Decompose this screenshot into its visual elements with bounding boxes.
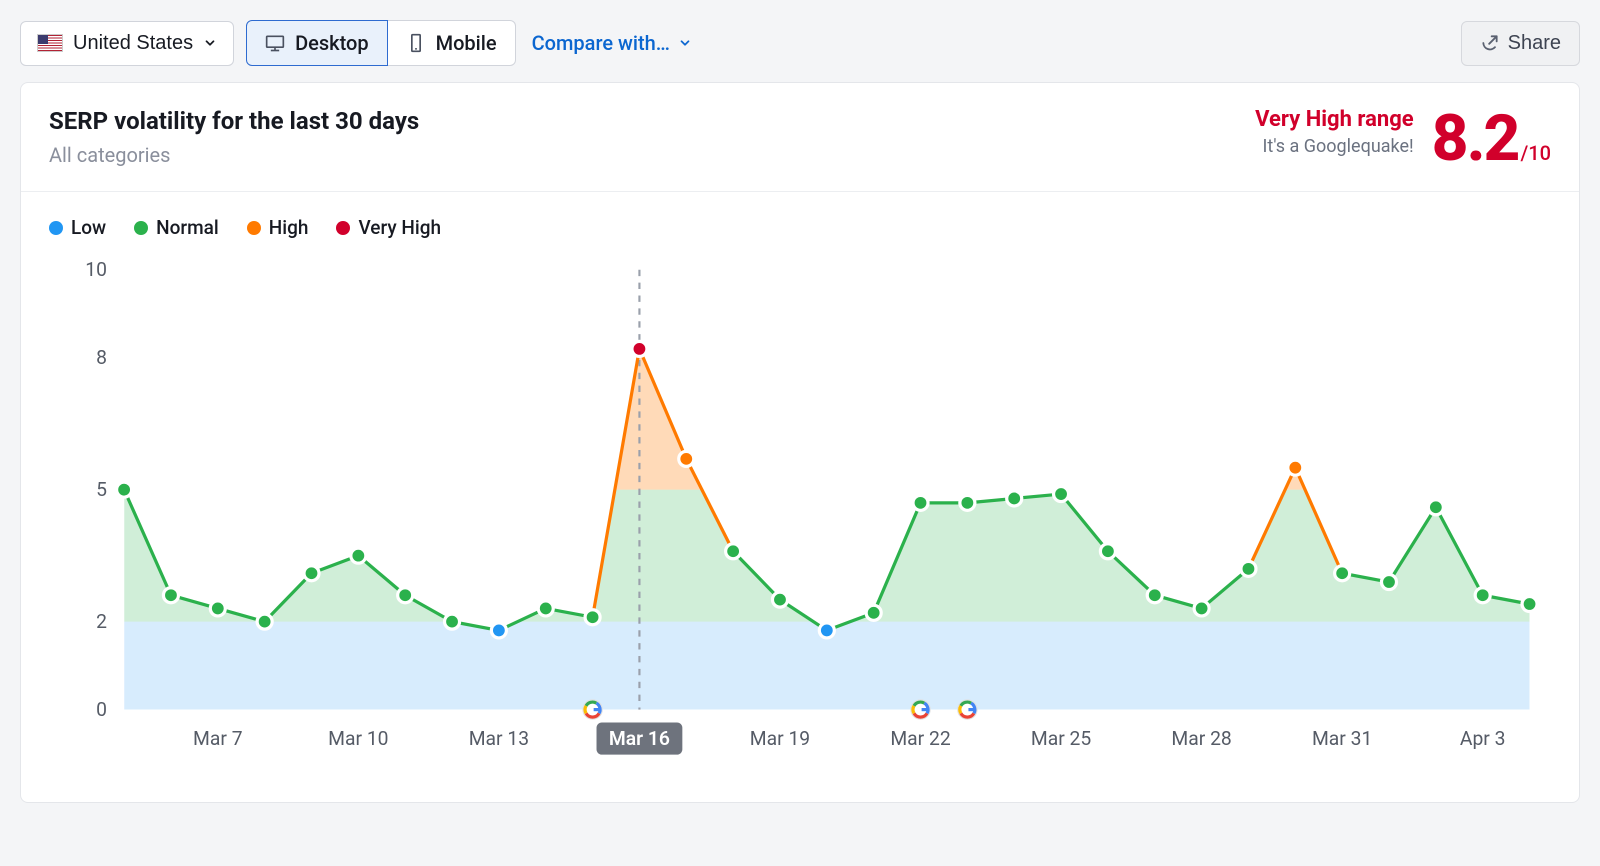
country-label: United States (73, 32, 193, 55)
legend-dot (247, 221, 261, 235)
toolbar: United States Desktop Mobile Compare wit… (20, 20, 1580, 66)
data-point[interactable] (1475, 588, 1490, 603)
data-point[interactable] (1428, 500, 1443, 515)
google-marker-icon (958, 700, 977, 719)
chart-container: 0 2 5 8 10 Mar 7 Mar 10 Mar 13 Mar 16 Mar 19 Mar 2… (21, 251, 1579, 802)
x-tick-label: Mar 13 (469, 727, 529, 750)
data-point[interactable] (1288, 460, 1303, 475)
y-tick-label: 10 (85, 259, 107, 281)
score-max: /10 (1520, 141, 1551, 165)
legend-item[interactable]: High (247, 216, 309, 239)
legend-item[interactable]: Normal (134, 216, 219, 239)
x-tick-label: Apr 3 (1460, 727, 1506, 750)
device-desktop-label: Desktop (295, 31, 369, 55)
data-point[interactable] (445, 614, 460, 629)
legend-label: Low (71, 216, 106, 239)
y-tick-label: 5 (96, 478, 107, 501)
x-tick-label: Mar 28 (1171, 727, 1231, 750)
data-point[interactable] (679, 451, 694, 466)
y-tick-label: 0 (96, 698, 107, 721)
legend-item[interactable]: Low (49, 216, 106, 239)
share-icon (1480, 33, 1500, 53)
google-marker-icon (583, 700, 602, 719)
data-point[interactable] (210, 601, 225, 616)
data-point[interactable] (1522, 597, 1537, 612)
desktop-icon (265, 33, 285, 53)
legend-dot (49, 221, 63, 235)
data-point[interactable] (304, 566, 319, 581)
data-point[interactable] (726, 544, 741, 559)
us-flag-icon (37, 34, 63, 52)
data-point[interactable] (491, 623, 506, 638)
data-point[interactable] (1335, 566, 1350, 581)
data-point[interactable] (398, 588, 413, 603)
card-subtitle: All categories (49, 143, 419, 167)
y-tick-label: 8 (96, 346, 107, 369)
chevron-down-icon (203, 36, 217, 50)
x-tick-label: Mar 31 (1312, 727, 1372, 750)
legend-item[interactable]: Very High (336, 216, 441, 239)
country-select[interactable]: United States (20, 21, 234, 66)
data-point[interactable] (772, 592, 787, 607)
chevron-down-icon (678, 36, 692, 50)
data-point[interactable] (257, 614, 272, 629)
data-point[interactable] (1241, 561, 1256, 576)
x-tick-label: Mar 7 (193, 727, 243, 750)
data-point[interactable] (866, 605, 881, 620)
data-point[interactable] (632, 341, 647, 356)
mobile-icon (406, 33, 426, 53)
data-point[interactable] (538, 601, 553, 616)
legend-dot (134, 221, 148, 235)
data-point[interactable] (1194, 601, 1209, 616)
data-point[interactable] (913, 495, 928, 510)
data-point[interactable] (117, 482, 132, 497)
data-point[interactable] (1007, 491, 1022, 506)
data-point[interactable] (585, 610, 600, 625)
device-mobile-label: Mobile (436, 31, 497, 55)
legend: Low Normal High Very High (21, 192, 1579, 251)
volatility-chart[interactable]: 0 2 5 8 10 Mar 7 Mar 10 Mar 13 Mar 16 Mar 19 Mar 2… (49, 259, 1551, 774)
legend-label: High (269, 216, 309, 239)
device-mobile[interactable]: Mobile (388, 20, 516, 66)
card-title: SERP volatility for the last 30 days (49, 107, 419, 135)
score-value: 8.2 (1432, 107, 1519, 171)
legend-label: Very High (358, 216, 441, 239)
share-label: Share (1508, 32, 1561, 55)
compare-label: Compare with… (532, 31, 670, 55)
device-toggle: Desktop Mobile (246, 20, 516, 66)
x-tick-label: Mar 10 (328, 727, 388, 750)
legend-label: Normal (156, 216, 219, 239)
data-point[interactable] (351, 548, 366, 563)
range-sub: It's a Googlequake! (1255, 136, 1414, 157)
data-point[interactable] (1100, 544, 1115, 559)
x-tick-label: Mar 25 (1031, 727, 1092, 750)
data-point[interactable] (1147, 588, 1162, 603)
x-tick-label: Mar 16 (609, 727, 670, 750)
device-desktop[interactable]: Desktop (246, 20, 388, 66)
data-point[interactable] (819, 623, 834, 638)
y-tick-label: 2 (96, 610, 107, 633)
x-tick-label: Mar 19 (750, 727, 810, 750)
data-point[interactable] (1054, 487, 1069, 502)
score: 8.2 /10 (1432, 107, 1551, 171)
card-header: SERP volatility for the last 30 days All… (21, 83, 1579, 192)
data-point[interactable] (163, 588, 178, 603)
volatility-card: SERP volatility for the last 30 days All… (20, 82, 1580, 803)
compare-button[interactable]: Compare with… (528, 23, 696, 63)
google-marker-icon (911, 700, 930, 719)
share-button[interactable]: Share (1461, 21, 1580, 66)
data-point[interactable] (1381, 575, 1396, 590)
x-tick-label: Mar 22 (890, 727, 951, 750)
range-label: Very High range (1255, 107, 1414, 132)
legend-dot (336, 221, 350, 235)
data-point[interactable] (960, 495, 975, 510)
